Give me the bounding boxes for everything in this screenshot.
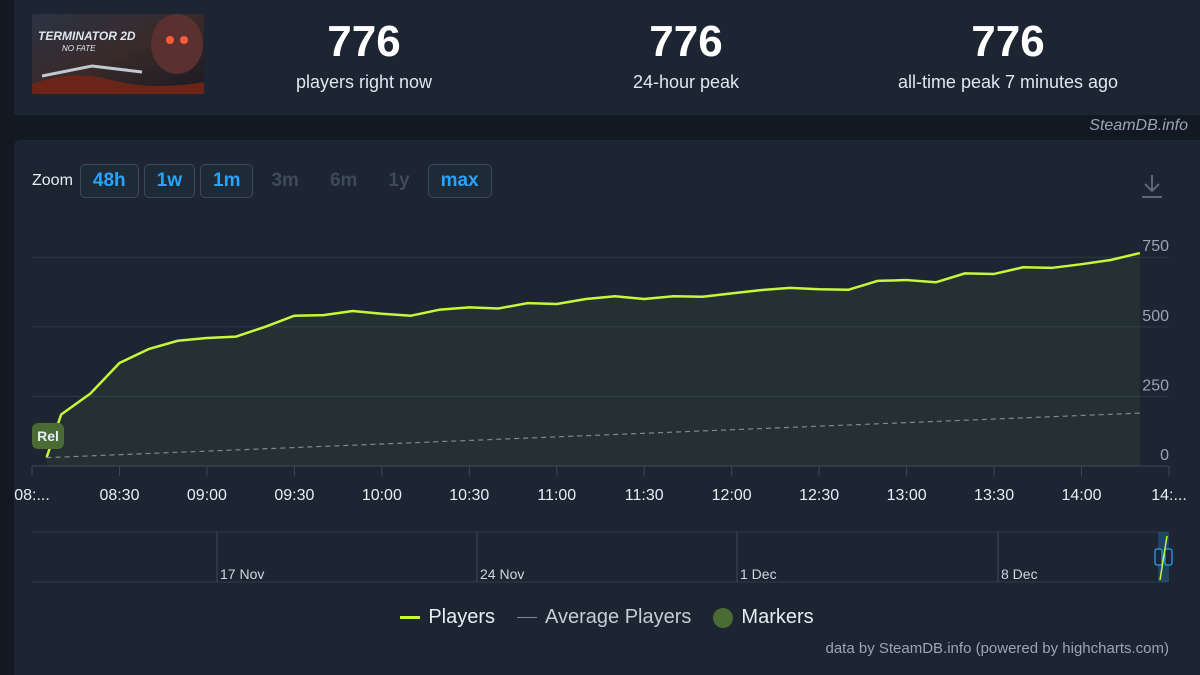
x-tick-label: 08:30 [99,487,139,504]
navigator-date-label: 8 Dec [1001,566,1038,582]
x-tick-label: 14:... [1151,487,1187,504]
game-logo-image[interactable]: TERMINATOR 2D NO FATE [32,14,204,94]
navigator-date-label: 1 Dec [740,566,777,582]
game-logo-subtitle: NO FATE [62,44,96,53]
navigator-date-label: 17 Nov [220,566,264,582]
navigator-date-label: 24 Nov [480,566,524,582]
x-tick-label: 09:00 [187,487,227,504]
x-tick-label: 12:00 [712,487,752,504]
players-area [46,253,1140,466]
x-tick-label: 13:00 [887,487,927,504]
players-series-line[interactable] [45,251,1141,459]
chart-panel: 0 250 500 750 08:... 08:30 09:00 09:30 10:00 10:3… [14,140,1200,675]
legend-label: Markers [741,606,814,628]
x-tick-label: 11:30 [625,487,664,504]
x-tick-label: 13:30 [974,487,1014,504]
x-tick-label: 14:00 [1062,487,1102,504]
zoom-3m-button: 3m [271,170,299,191]
marker-dot-swatch [713,607,734,628]
x-tick-label: 09:30 [274,487,314,504]
x-tick-label: 12:30 [799,487,839,504]
legend-label: Players [428,606,496,628]
navigator-handle-left[interactable] [1154,548,1163,566]
legend-item-players[interactable]: Players [400,606,495,629]
player-count-chart: 0 250 500 750 08:... 08:30 09:00 09:30 10:00 10:3… [14,238,1187,583]
steamdb-credit-link[interactable]: SteamDB.info [1089,117,1188,134]
y-tick-label: 500 [1142,308,1169,325]
y-tick-label: 750 [1142,238,1169,255]
zoom-6m-button: 6m [329,170,358,191]
zoom-48h-button[interactable]: 48h [79,164,139,198]
legend-label: Average Players [545,606,692,628]
zoom-controls: Zoom 48h 1w 1m 3m 6m 1y max [32,163,497,199]
game-logo-title: TERMINATOR 2D [38,29,136,43]
stat-all-time-peak: 776 all-time peak 7 minutes ago [858,18,1158,93]
zoom-1y-button: 1y [388,170,410,191]
navigator-players-line [1159,535,1168,581]
y-tick-label: 250 [1142,377,1169,394]
stat-value: 776 [327,17,401,66]
release-marker-label: Rel [37,428,59,444]
chart-legend: Players Average Players Markers [14,606,1200,629]
x-tick-label: 08:... [14,487,50,504]
stats-header [14,0,1200,115]
zoom-label: Zoom [32,172,73,189]
average-line-swatch [517,617,538,618]
zoom-1m-button[interactable]: 1m [200,164,254,198]
legend-item-markers[interactable]: Markers [713,606,814,629]
stat-current-players: 776 players right now [214,18,514,93]
legend-item-average[interactable]: Average Players [517,606,691,629]
stat-label: players right now [295,72,433,92]
release-marker[interactable] [32,423,64,449]
stat-value: 776 [971,17,1045,66]
zoom-1w-button[interactable]: 1w [143,164,196,198]
stat-label: 24-hour peak [632,72,740,92]
x-tick-label: 10:00 [362,487,402,504]
navigator-handle-right[interactable] [1164,548,1173,566]
stat-value: 776 [649,17,723,66]
average-players-line[interactable] [46,412,1140,459]
x-tick-label: 11:00 [537,487,576,504]
x-tick-label: 10:30 [449,487,489,504]
highcharts-credit[interactable]: data by SteamDB.info (powered by highcha… [825,640,1170,657]
zoom-max-button[interactable]: max [427,164,492,198]
y-tick-label: 0 [1160,447,1169,464]
stat-label: all-time peak 7 minutes ago [897,72,1119,92]
stat-24h-peak: 776 24-hour peak [536,18,836,93]
download-icon[interactable] [1140,172,1164,200]
players-line-swatch [400,616,421,619]
